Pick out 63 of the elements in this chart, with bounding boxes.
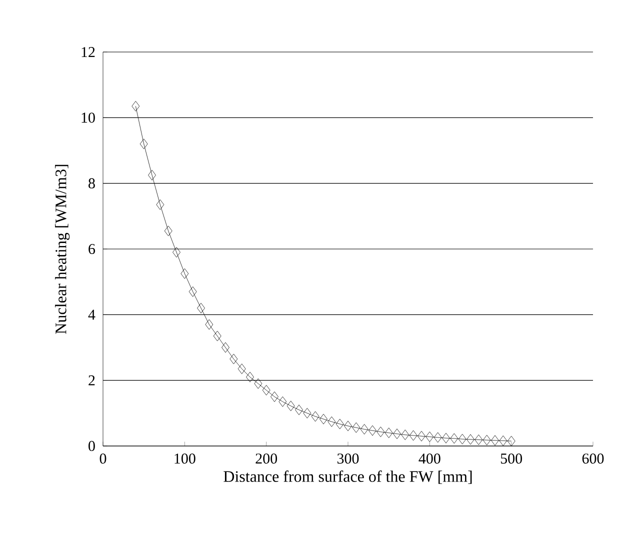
point — [278, 396, 287, 407]
point — [418, 430, 426, 442]
point — [384, 428, 393, 438]
y-axis-title: Nuclear heating [WM/m3] — [55, 164, 70, 334]
point — [230, 354, 238, 364]
point — [328, 416, 336, 427]
point — [450, 433, 458, 444]
x-tick-label: 500 — [500, 454, 522, 464]
point — [303, 408, 312, 418]
point — [352, 422, 360, 433]
point — [466, 434, 474, 445]
point — [270, 392, 278, 402]
point — [148, 170, 156, 180]
y-tick-label: 6 — [88, 244, 96, 254]
point — [507, 436, 516, 446]
point — [262, 384, 270, 396]
point — [344, 420, 352, 432]
point — [254, 378, 262, 389]
y-tick-label: 4 — [88, 310, 96, 320]
point — [320, 414, 328, 424]
point — [238, 364, 246, 374]
point — [360, 424, 368, 434]
point — [368, 425, 376, 436]
point — [376, 426, 385, 438]
point — [286, 400, 295, 412]
y-tick-label: 2 — [88, 375, 95, 386]
point — [311, 411, 320, 422]
point — [164, 226, 172, 236]
point — [409, 430, 418, 441]
x-tick-label: 100 — [174, 454, 196, 464]
point — [213, 330, 222, 342]
x-tick-label: 400 — [418, 454, 440, 464]
point — [132, 100, 140, 112]
x-tick-label: 0 — [100, 454, 106, 464]
point — [482, 434, 491, 446]
point — [156, 199, 164, 210]
point — [295, 404, 303, 416]
point — [426, 432, 434, 442]
y-tick-label: 8 — [88, 178, 95, 188]
point — [172, 247, 180, 258]
point — [336, 418, 344, 430]
point — [458, 434, 466, 444]
point — [474, 434, 483, 445]
y-tick-label: 12 — [82, 47, 95, 57]
point — [140, 138, 148, 150]
x-tick-label: 200 — [256, 454, 278, 464]
x-tick-label: 300 — [337, 454, 359, 464]
point — [491, 435, 499, 446]
x-axis-title: Distance from surface of the FW [mm] — [224, 470, 472, 484]
point — [434, 432, 442, 443]
point — [442, 432, 450, 444]
point — [401, 430, 410, 440]
point — [499, 436, 508, 446]
point — [205, 319, 214, 330]
point — [246, 372, 254, 382]
y-tick-label: 0 — [88, 440, 95, 452]
y-tick-label: 10 — [82, 112, 95, 123]
point — [393, 428, 401, 440]
point — [188, 286, 197, 297]
point — [222, 342, 230, 353]
point — [197, 302, 205, 314]
x-tick-label: 600 — [582, 454, 604, 464]
point — [180, 268, 189, 279]
